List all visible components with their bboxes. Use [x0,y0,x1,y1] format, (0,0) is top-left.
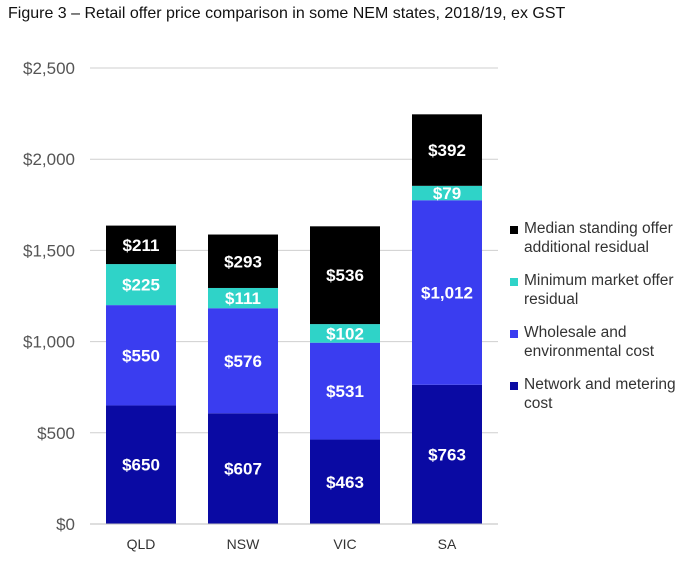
x-category-label: NSW [227,536,260,552]
bar-value-label: $211 [123,236,160,255]
bar-value-label: $763 [428,445,466,464]
bar-segment [208,287,278,309]
figure-title: Figure 3 – Retail offer price comparison… [8,5,566,22]
bar-value-label: $607 [224,460,262,479]
y-tick-label: $1,500 [23,241,75,260]
bar-segment [412,200,482,385]
bar-segment [412,185,482,201]
legend-swatch [510,226,518,234]
y-tick-label: $1,000 [23,333,75,352]
bar-value-label: $392 [428,141,466,160]
legend-label: Median standing offer additional residua… [524,220,673,256]
bar-value-label: $531 [326,382,364,401]
legend-item: Network and metering cost [510,375,690,413]
bar-segment [310,439,380,524]
bar-value-label: $1,012 [421,284,473,303]
y-tick-label: $500 [37,424,75,443]
bar-segment [412,384,482,524]
bar-value-label: $225 [122,276,160,295]
y-tick-label: $2,500 [23,59,75,78]
bar-value-label: $79 [433,184,461,203]
legend-swatch [510,330,518,338]
legend-item: Median standing offer additional residua… [510,219,690,257]
bar-segment [106,305,176,406]
y-tick-label: $0 [56,515,75,534]
bar-segment [310,226,380,325]
legend-swatch [510,382,518,390]
legend-label: Minimum market offer residual [524,272,674,308]
bar-value-label: $293 [224,252,262,271]
y-axis-tick-labels: $0 $500 $1,000 $1,500 $2,000 $2,500 [23,59,75,534]
legend-swatch [510,278,518,286]
bar-segment [208,308,278,414]
bar-value-label: $550 [122,346,160,365]
bar-value-label: $536 [326,266,364,285]
bar-segment [310,342,380,440]
bars: $650 $550 $225 $211 $607 $576 $111 $293 $463 $531… [106,114,482,524]
legend-item: Wholesale and environmental cost [510,323,690,361]
bar-segment [106,405,176,524]
bar-value-label: $576 [224,352,262,371]
bar-value-label: $463 [326,473,364,492]
legend-item: Minimum market offer residual [510,271,690,309]
legend-label: Wholesale and environmental cost [524,324,655,360]
y-tick-label: $2,000 [23,150,75,169]
legend-label: Network and metering cost [524,376,676,412]
bar-segment [412,114,482,186]
x-category-label: QLD [127,536,156,552]
bar-segment [208,413,278,524]
bar-value-label: $111 [225,289,261,308]
bar-segment [106,225,176,265]
bar-segment [208,234,278,288]
bar-value-label: $102 [326,324,364,343]
legend: Median standing offer additional residua… [510,219,690,427]
bar-segment [310,324,380,343]
x-category-label: SA [438,536,457,552]
bar-segment [106,264,176,306]
bar-value-label: $650 [122,456,160,475]
x-axis-category-labels: QLD NSW VIC SA [127,536,457,552]
x-category-label: VIC [333,536,356,552]
